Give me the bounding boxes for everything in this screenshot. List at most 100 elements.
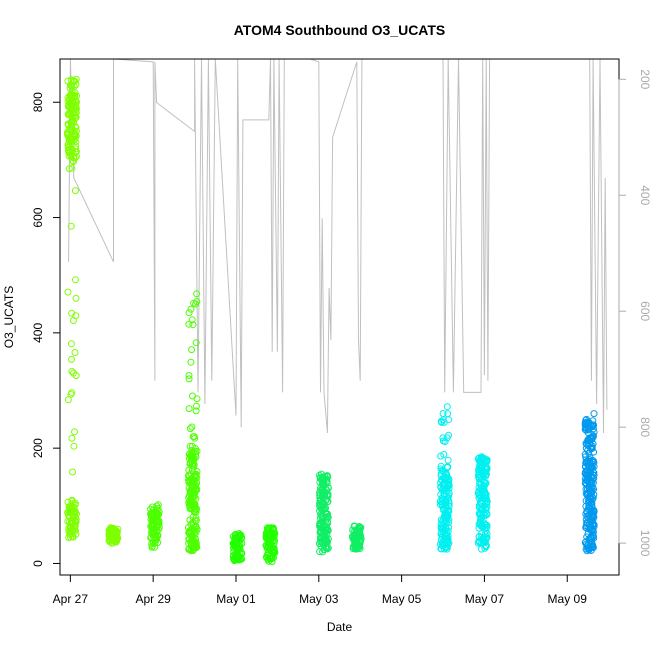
data-point bbox=[445, 519, 453, 526]
data-point bbox=[66, 125, 74, 133]
data-point bbox=[475, 492, 483, 499]
data-point bbox=[70, 512, 78, 520]
data-point bbox=[193, 395, 201, 403]
data-point bbox=[186, 425, 194, 433]
data-point bbox=[189, 321, 197, 329]
y-axis-label: O3_UCATS bbox=[2, 286, 16, 348]
data-point bbox=[108, 539, 116, 547]
y-tick-label: 600 bbox=[31, 207, 45, 227]
data-point bbox=[323, 513, 331, 521]
data-point bbox=[185, 375, 193, 383]
data-point bbox=[234, 556, 241, 564]
data-point bbox=[69, 317, 77, 324]
data-point bbox=[70, 158, 77, 166]
data-point bbox=[70, 442, 78, 450]
data-point bbox=[185, 405, 193, 413]
data-point bbox=[585, 473, 593, 481]
data-point bbox=[192, 505, 200, 513]
data-point bbox=[317, 500, 325, 508]
data-point bbox=[193, 290, 201, 298]
data-point bbox=[480, 533, 488, 541]
data-point bbox=[71, 123, 79, 130]
data-point bbox=[192, 481, 200, 489]
data-point bbox=[66, 505, 74, 513]
data-point bbox=[483, 457, 490, 465]
data-point bbox=[71, 525, 79, 533]
data-point bbox=[71, 133, 79, 141]
data-point bbox=[187, 305, 195, 313]
data-point bbox=[442, 470, 450, 478]
x-axis: Apr 27 Apr 29 May 01 May 03 May 05 May 07 May … bbox=[53, 574, 587, 606]
data-point bbox=[585, 437, 592, 445]
data-point bbox=[583, 533, 591, 541]
data-point bbox=[587, 483, 595, 491]
data-point bbox=[147, 534, 155, 542]
data-point bbox=[320, 483, 328, 490]
data-point bbox=[191, 486, 199, 494]
data-point bbox=[188, 423, 196, 431]
data-point bbox=[72, 518, 80, 526]
data-point bbox=[352, 545, 360, 553]
data-point bbox=[238, 555, 246, 563]
data-point bbox=[188, 346, 196, 354]
data-point bbox=[441, 534, 448, 542]
data-point bbox=[583, 547, 591, 555]
data-point bbox=[582, 423, 590, 431]
data-point bbox=[481, 494, 489, 502]
data-point bbox=[114, 525, 122, 533]
data-point bbox=[71, 522, 79, 530]
data-point bbox=[441, 505, 449, 513]
data-point bbox=[583, 519, 591, 527]
series-4 bbox=[316, 470, 365, 556]
data-point bbox=[589, 417, 597, 425]
data-point bbox=[482, 542, 490, 550]
data-point bbox=[70, 509, 78, 517]
data-point bbox=[321, 529, 329, 537]
data-point bbox=[440, 468, 448, 476]
data-point bbox=[324, 491, 332, 499]
data-point bbox=[319, 548, 327, 556]
data-point bbox=[191, 471, 199, 479]
data-point bbox=[153, 522, 160, 530]
data-point bbox=[68, 355, 75, 363]
data-point bbox=[68, 367, 76, 375]
data-point bbox=[185, 309, 193, 317]
data-point bbox=[324, 510, 331, 518]
data-point bbox=[350, 522, 358, 530]
y-tick-label: 200 bbox=[31, 438, 45, 458]
data-point bbox=[190, 462, 198, 470]
data-point bbox=[442, 525, 450, 533]
data-point bbox=[441, 512, 449, 520]
data-point bbox=[356, 542, 364, 549]
data-point bbox=[476, 466, 483, 474]
data-point bbox=[482, 490, 490, 498]
data-point bbox=[231, 557, 238, 565]
data-point bbox=[72, 113, 80, 121]
data-point bbox=[437, 525, 445, 532]
data-point bbox=[443, 540, 451, 548]
data-point bbox=[188, 502, 196, 510]
data-point bbox=[590, 507, 598, 515]
data-point bbox=[72, 276, 79, 284]
x-tick-label: May 07 bbox=[465, 592, 505, 606]
data-point bbox=[443, 434, 451, 442]
y2-tick-label: 800 bbox=[638, 417, 650, 437]
data-point bbox=[583, 491, 591, 499]
data-point bbox=[582, 456, 590, 464]
y-axis: 0 200 400 600 800 bbox=[31, 92, 61, 567]
data-point bbox=[316, 491, 324, 499]
chart-title: ATOM4 Southbound O3_UCATS bbox=[234, 22, 446, 38]
data-point bbox=[188, 442, 196, 450]
data-point bbox=[445, 516, 453, 524]
y2-tick-label: 400 bbox=[638, 185, 650, 205]
series-3 bbox=[229, 524, 279, 566]
data-point bbox=[356, 545, 364, 552]
data-point bbox=[71, 187, 79, 195]
data-point bbox=[64, 144, 72, 152]
data-point bbox=[586, 454, 594, 461]
data-point bbox=[444, 456, 452, 464]
data-point bbox=[323, 495, 331, 503]
data-point bbox=[234, 551, 242, 559]
data-point bbox=[589, 506, 597, 514]
data-point bbox=[443, 403, 451, 411]
